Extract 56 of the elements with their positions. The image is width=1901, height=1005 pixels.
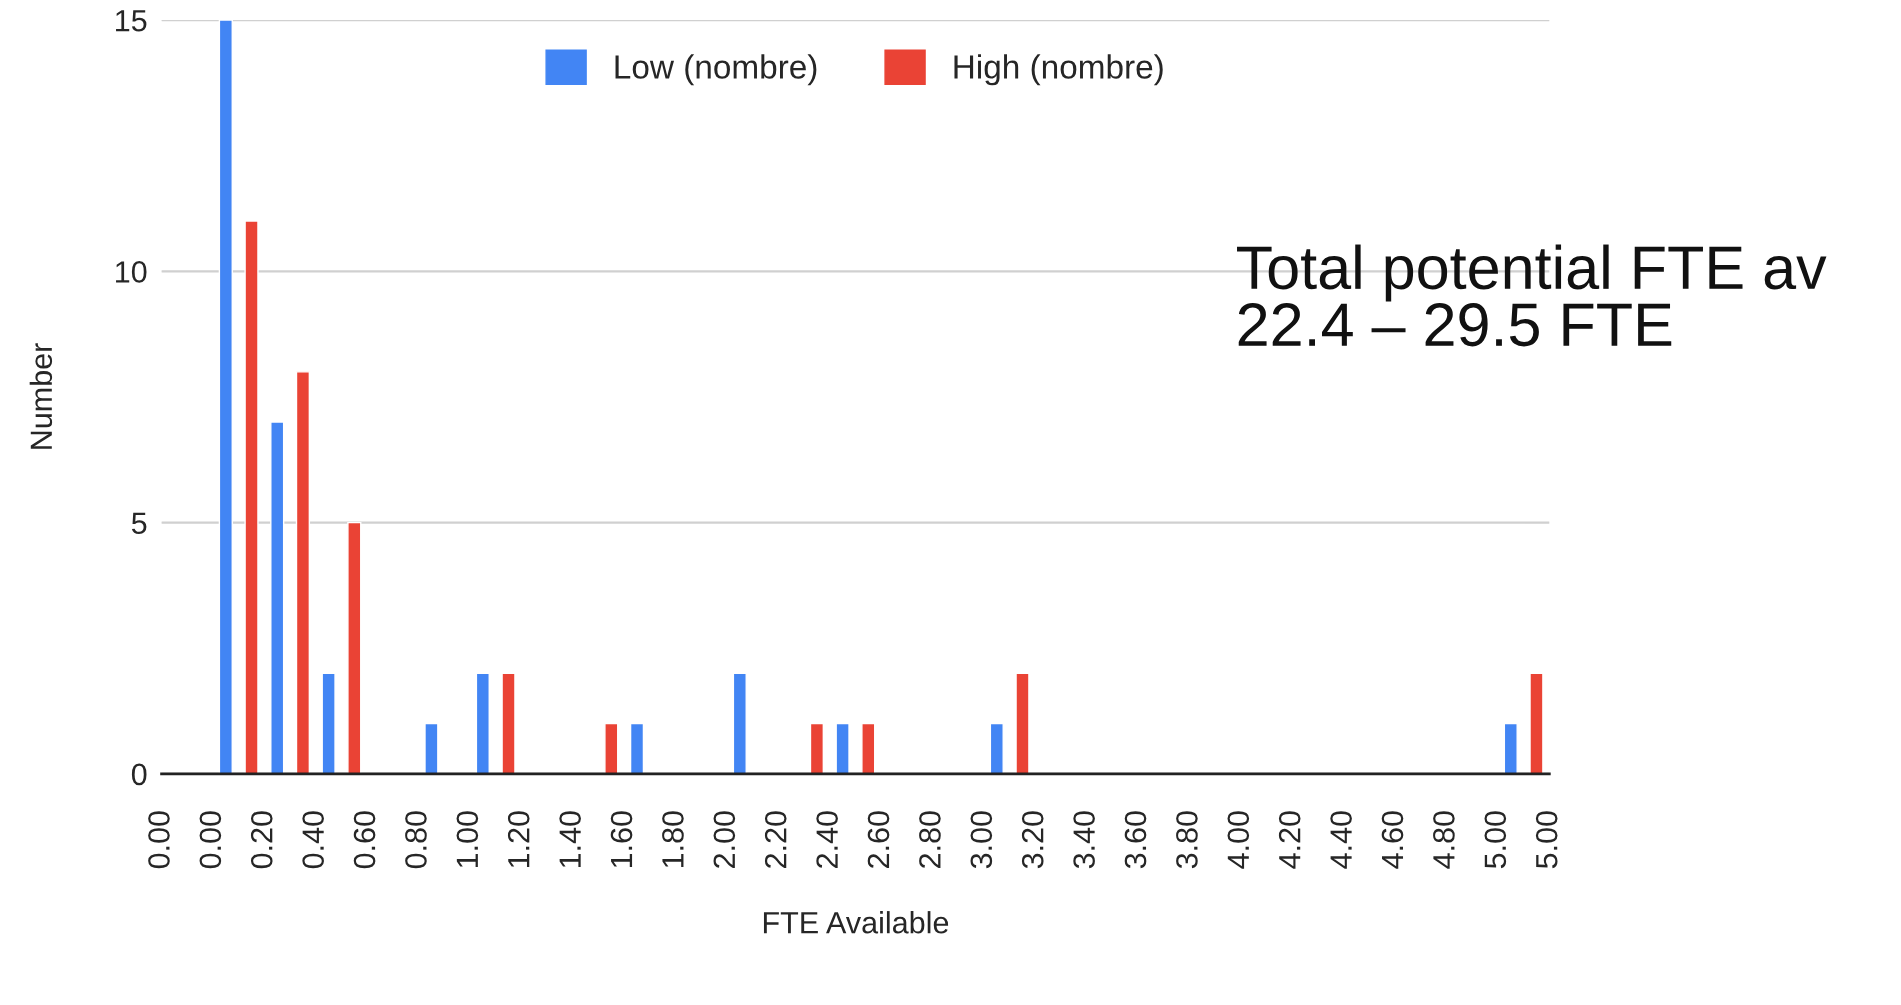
bar — [809, 722, 825, 774]
x-tick-label: 4.20 — [1278, 811, 1301, 869]
x-tick-label: 0.00 — [199, 811, 222, 869]
legend-label: High (nombre) — [954, 54, 1163, 86]
y-tick-label: 10 — [116, 261, 147, 283]
y-axis-title: Number — [29, 343, 53, 449]
bar — [218, 20, 233, 774]
x-tick-label: 4.60 — [1381, 811, 1404, 869]
x-tick-label: 3.80 — [1176, 811, 1198, 869]
bar — [1529, 672, 1544, 774]
x-tick-label: 1.80 — [662, 811, 684, 868]
x-tick-label: 4.00 — [1227, 811, 1250, 869]
x-tick-label: 3.00 — [970, 811, 993, 869]
bar — [424, 722, 439, 774]
x-tick-label: 0.80 — [405, 811, 427, 869]
x-tick-label: 3.60 — [1124, 811, 1147, 869]
x-tick-label: 0.00 — [148, 811, 170, 869]
x-axis-title: FTE Available — [763, 911, 949, 934]
bar — [501, 672, 516, 774]
y-tick-label: 0 — [131, 763, 147, 786]
x-tick-label: 1.40 — [559, 811, 581, 868]
x-tick-label: 1.00 — [456, 811, 479, 868]
y-tick-label: 15 — [116, 10, 147, 32]
annotation: Total potential FTE av 22.4 – 29.5 FTE — [1237, 244, 1827, 347]
x-tick-label: 4.40 — [1330, 811, 1352, 869]
x-tick-label: 1.60 — [610, 811, 633, 868]
x-tick-label: 0.40 — [302, 811, 324, 869]
y-tick-label: 5 — [131, 512, 147, 534]
x-tick-label: 5.00 — [1484, 811, 1507, 869]
bar — [835, 722, 850, 774]
bar — [732, 672, 747, 774]
bar — [347, 521, 362, 774]
bar — [1015, 672, 1030, 774]
bar — [475, 672, 490, 774]
x-tick-label: 0.20 — [250, 811, 273, 869]
x-tick-label: 3.20 — [1021, 811, 1044, 869]
bar — [270, 421, 285, 774]
bar — [604, 722, 619, 774]
x-tick-label: 1.20 — [507, 811, 530, 868]
x-tick-label: 2.60 — [867, 811, 890, 868]
bar — [1503, 722, 1518, 774]
bar — [321, 672, 336, 774]
bar — [295, 371, 311, 774]
legend-label: Low (nombre) — [615, 54, 817, 86]
x-tick-label: 3.40 — [1073, 811, 1095, 869]
x-tick-label: 2.80 — [919, 811, 941, 868]
bar — [861, 722, 876, 774]
x-tick-label: 0.60 — [353, 811, 376, 869]
x-tick-label: 4.80 — [1433, 811, 1455, 869]
x-tick-label: 2.40 — [816, 811, 838, 868]
x-tick-label: 5.00 — [1535, 811, 1558, 869]
bar — [989, 722, 1004, 774]
bar — [629, 722, 645, 774]
bar — [244, 220, 259, 774]
x-tick-label: 2.20 — [764, 811, 787, 868]
x-tick-label: 2.00 — [713, 811, 736, 868]
